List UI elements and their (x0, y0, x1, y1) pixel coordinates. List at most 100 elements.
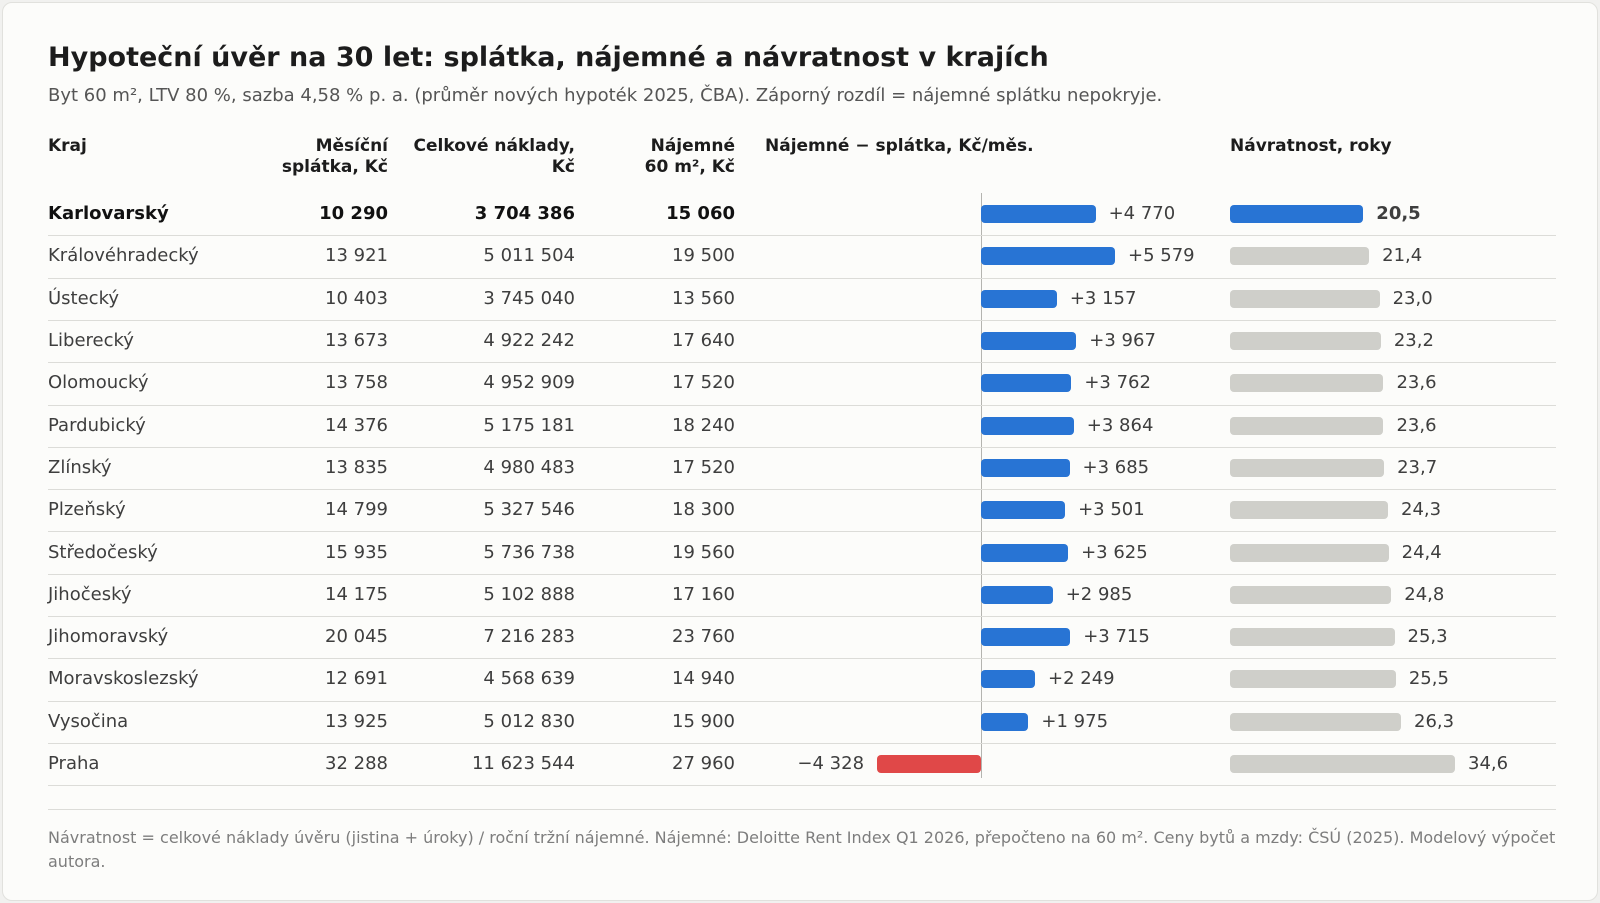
row-region: Pardubický (48, 414, 146, 436)
row-rent: 17 520 (672, 456, 735, 478)
row-region: Plzeňský (48, 499, 126, 521)
diff-label: +2 985 (1065, 583, 1133, 605)
diff-label: +5 579 (1128, 245, 1195, 267)
diff-bar (877, 755, 981, 774)
diff-bar (981, 416, 1074, 435)
payback-label: 25,3 (1407, 626, 1448, 648)
row-region: Středočeský (48, 541, 158, 563)
row-divider (48, 700, 1556, 702)
row-divider (48, 319, 1556, 321)
row-region: Zlínský (48, 456, 112, 478)
payback-bar (1230, 332, 1381, 351)
diff-bar (981, 374, 1072, 393)
row-total: 5 175 181 (483, 414, 575, 436)
row-total: 4 568 639 (483, 668, 575, 690)
row-rent: 14 940 (672, 668, 735, 690)
payback-label: 26,3 (1414, 710, 1455, 732)
payback-label: 20,5 (1376, 203, 1421, 225)
row-rent: 27 960 (672, 753, 735, 775)
row-total: 3 704 386 (474, 203, 575, 225)
diff-label: +3 685 (1082, 456, 1150, 478)
header-total-line2: Kč (551, 157, 575, 177)
payback-label: 23,0 (1392, 287, 1433, 309)
row-payment: 14 175 (325, 583, 388, 605)
row-total: 5 102 888 (483, 583, 575, 605)
row-payment: 13 758 (325, 372, 388, 394)
footnote: Návratnost = celkové náklady úvěru (jist… (48, 828, 1556, 871)
row-region: Vysočina (48, 710, 129, 732)
diff-bar (981, 205, 1096, 224)
payback-label: 23,6 (1396, 414, 1437, 436)
row-rent: 23 760 (672, 626, 735, 648)
header-payback: Návratnost, roky (1230, 136, 1392, 156)
row-payment: 13 921 (325, 245, 388, 267)
diff-bar (981, 458, 1070, 477)
row-divider (48, 658, 1556, 660)
zero-axis (981, 193, 982, 778)
row-payment: 13 835 (325, 456, 388, 478)
payback-label: 34,6 (1468, 753, 1509, 775)
diff-bar (981, 332, 1077, 351)
row-divider (48, 489, 1556, 491)
footnote-divider (48, 809, 1556, 810)
payback-label: 23,7 (1397, 456, 1438, 478)
payback-label: 24,8 (1404, 583, 1445, 605)
row-rent: 18 240 (672, 414, 735, 436)
row-region: Ústecký (48, 287, 120, 309)
payback-label: 24,4 (1401, 541, 1442, 563)
row-divider (48, 573, 1556, 575)
diff-bar (981, 670, 1036, 689)
payback-bar (1230, 712, 1402, 731)
header-rent: Nájemné 60 m², Kč (603, 136, 735, 178)
header-payment-line1: Měsíční (315, 136, 388, 156)
header-region: Kraj (48, 136, 87, 156)
header-payment: Měsíční splátka, Kč (233, 136, 388, 178)
row-rent: 15 060 (666, 203, 735, 225)
row-payment: 14 376 (325, 414, 388, 436)
chart-subtitle: Byt 60 m², LTV 80 %, sazba 4,58 % p. a. … (48, 85, 1163, 106)
row-rent: 19 500 (672, 245, 735, 267)
row-divider (48, 362, 1556, 364)
row-total: 5 736 738 (483, 541, 575, 563)
diff-label: +1 975 (1041, 710, 1109, 732)
row-payment: 13 925 (325, 710, 388, 732)
row-region: Jihomoravský (48, 626, 169, 648)
diff-label: −4 328 (797, 753, 865, 775)
row-rent: 17 520 (672, 372, 735, 394)
diff-label: +3 762 (1084, 372, 1151, 394)
row-divider (48, 616, 1556, 617)
row-payment: 10 290 (319, 203, 388, 225)
row-divider (48, 531, 1556, 533)
row-payment: 15 935 (325, 541, 388, 563)
header-payment-line2: splátka, Kč (281, 157, 388, 177)
diff-label: +3 715 (1083, 626, 1150, 648)
row-total: 4 952 909 (483, 372, 575, 394)
chart-title: Hypoteční úvěr na 30 let: splátka, nájem… (48, 42, 1049, 73)
row-region: Liberecký (48, 330, 134, 352)
diff-label: +4 770 (1108, 203, 1176, 225)
diff-bar (981, 628, 1071, 647)
payback-bar (1230, 670, 1396, 689)
payback-bar (1230, 543, 1389, 562)
diff-bar (981, 501, 1066, 520)
payback-label: 23,6 (1396, 372, 1437, 394)
header-rent-line2: 60 m², Kč (644, 157, 735, 177)
row-payment: 14 799 (325, 499, 388, 521)
header-total-line1: Celkové náklady, (413, 136, 575, 156)
diff-label: +2 249 (1048, 668, 1115, 690)
header-rent-line1: Nájemné (650, 136, 735, 156)
payback-bar (1230, 247, 1370, 266)
diff-bar (981, 247, 1115, 266)
diff-bar (981, 289, 1057, 308)
payback-label: 24,3 (1401, 499, 1442, 521)
payback-bar (1230, 755, 1455, 774)
payback-bar (1230, 374, 1384, 393)
row-payment: 10 403 (325, 287, 388, 309)
payback-bar (1230, 501, 1389, 520)
row-total: 5 327 546 (483, 499, 575, 521)
payback-bar (1230, 205, 1364, 224)
row-region: Karlovarský (48, 203, 169, 225)
row-total: 3 745 040 (483, 287, 575, 309)
row-total: 4 922 242 (483, 330, 575, 352)
